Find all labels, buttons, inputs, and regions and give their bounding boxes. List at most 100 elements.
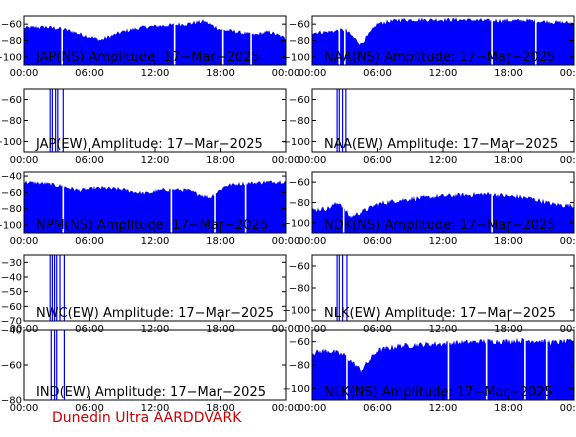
y-tick-label: −100 <box>0 137 22 148</box>
x-tick-label: 00:00 <box>298 236 327 247</box>
amplitude-trace <box>312 337 574 400</box>
y-tick-label: −60 <box>1 361 22 372</box>
chart-panel-8: −100−80−6000:0006:0012:0018:0000:00NLK(E… <box>283 254 576 335</box>
x-tick-label: 06:00 <box>363 155 392 166</box>
y-tick-label: −100 <box>283 218 310 229</box>
x-tick-label: 12:00 <box>141 155 170 166</box>
x-tick-label: 00:00 <box>560 68 576 79</box>
y-tick-label: −80 <box>1 116 22 127</box>
x-tick-label: 06:00 <box>363 403 392 414</box>
y-tick-label: −100 <box>283 384 310 395</box>
y-tick-label: −60 <box>289 178 310 189</box>
x-tick-label: 06:00 <box>75 236 104 247</box>
trace-group <box>312 330 574 400</box>
panel-title: JAP(NS) Amplitude: 17−Mar−2025 <box>35 50 260 65</box>
x-tick-label: 12:00 <box>429 403 458 414</box>
y-tick-label: −40 <box>1 273 22 284</box>
amplitude-trace <box>24 180 286 233</box>
y-tick-label: −100 <box>283 52 310 63</box>
chart-panel-4: −100−80−6000:0006:0012:0018:0000:00NAA(E… <box>283 88 576 166</box>
x-tick-label: 18:00 <box>494 68 523 79</box>
x-tick-label: 12:00 <box>429 68 458 79</box>
y-tick-label: −80 <box>1 396 22 407</box>
x-tick-label: 18:00 <box>206 236 235 247</box>
amplitude-trace <box>24 19 286 65</box>
panel-title: NPM(NS) Amplitude: 17−Mar−2025 <box>36 218 268 233</box>
chart-panels: −100 −80 −60 00:00 06:00 12:00 18:00 00:00 JAP(N… <box>0 15 576 414</box>
x-tick-label: 00:00 <box>298 403 327 414</box>
panel-title: IND(EW) Amplitude: 17−Mar−2025 <box>36 385 266 400</box>
x-tick-label: 00:00 <box>560 155 576 166</box>
x-tick-label: 18:00 <box>206 403 235 414</box>
chart-panel-5: −100 −80 −60 −40 00:00 06:00 12:00 18:00 00:00 NP… <box>0 171 301 247</box>
y-tick-label: −60 <box>289 262 310 273</box>
x-tick-label: 12:00 <box>429 155 458 166</box>
x-tick-label: 00:00 <box>560 403 576 414</box>
x-tick-label: 00:00 <box>10 68 39 79</box>
y-tick-label: −40 <box>1 172 22 183</box>
y-tick-label: −80 <box>1 36 22 47</box>
x-tick-label: 00:00 <box>10 236 39 247</box>
y-tick-label: −80 <box>289 198 310 209</box>
y-tick-label: −80 <box>289 284 310 295</box>
x-tick-label: 00:00 <box>298 155 327 166</box>
y-tick-label: −60 <box>1 95 22 106</box>
x-tick-label: 00:00 <box>298 68 327 79</box>
x-tick-label: 00:00 <box>10 155 39 166</box>
x-tick-label: 18:00 <box>494 236 523 247</box>
chart-panel-3: −100 −80 −60 00:00 06:00 12:00 18:00 00:00 JAP(E… <box>0 88 301 166</box>
y-tick-label: −100 <box>0 220 22 231</box>
x-tick-label: 00:00 <box>272 155 301 166</box>
y-tick-label: −70 <box>1 317 22 328</box>
x-tick-label: 00:00 <box>272 68 301 79</box>
y-tick-label: −40 <box>1 326 22 337</box>
trace-group <box>312 16 574 65</box>
y-tick-label: −60 <box>289 20 310 31</box>
panel-title: NLK(NS) Amplitude: 17−Mar−2025 <box>324 385 553 400</box>
panel-title: NWC(EW) Amplitude: 17−Mar−2025 <box>36 306 274 321</box>
trace-group <box>312 172 574 233</box>
panel-title: NDK(NS) Amplitude: 17−Mar−2025 <box>324 218 556 233</box>
y-tick-label: −100 <box>283 306 310 317</box>
x-tick-label: 18:00 <box>206 155 235 166</box>
x-tick-label: 00:00 <box>272 236 301 247</box>
y-tick-label: −80 <box>1 204 22 215</box>
trace-group <box>24 16 286 65</box>
panel-title: NLK(EW) Amplitude: 17−Mar−2025 <box>324 306 556 321</box>
trace-group <box>336 89 347 152</box>
x-tick-label: 06:00 <box>75 68 104 79</box>
footer-label: Dunedin Ultra AARDDVARK <box>52 410 242 426</box>
y-tick-label: −80 <box>289 116 310 127</box>
y-tick-label: −60 <box>1 302 22 313</box>
trace-group <box>50 330 65 400</box>
x-tick-label: 06:00 <box>363 236 392 247</box>
x-tick-label: 12:00 <box>141 403 170 414</box>
x-tick-label: 00:00 <box>272 403 301 414</box>
y-tick-label: −60 <box>289 337 310 348</box>
panel-title: NAA(EW) Amplitude: 17−Mar−2025 <box>324 137 558 152</box>
trace-group <box>336 255 348 321</box>
trace-group <box>49 89 64 152</box>
chart-panel-6: −100 −80 −60 00:00 06:00 12:00 18:00 00:00 NDK(N… <box>283 171 576 247</box>
panel-title: NAA(NS) Amplitude: 17−Mar−2025 <box>324 50 555 65</box>
y-tick-label: −60 <box>1 20 22 31</box>
x-tick-label: 12:00 <box>141 236 170 247</box>
x-tick-label: 00:00 <box>10 403 39 414</box>
chart-panel-2: −100 −80 −60 00:00 06:00 12:00 18:00 00:00 NAA(N… <box>283 15 576 79</box>
y-tick-label: −100 <box>0 52 22 63</box>
x-tick-label: 18:00 <box>206 68 235 79</box>
x-tick-label: 06:00 <box>75 403 104 414</box>
amplitude-trace <box>312 17 574 65</box>
trace-group <box>24 172 286 233</box>
amplitude-trace <box>312 191 574 233</box>
x-tick-label: 12:00 <box>141 68 170 79</box>
y-tick-label: −60 <box>1 188 22 199</box>
x-tick-label: 06:00 <box>363 68 392 79</box>
trace-group <box>49 255 65 321</box>
y-tick-label: −80 <box>289 361 310 372</box>
y-tick-label: −100 <box>283 137 310 148</box>
y-tick-label: −80 <box>289 36 310 47</box>
